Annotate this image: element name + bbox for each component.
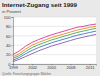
x-axis: 1999 2002 2005 2008 2011 [9, 64, 96, 70]
series-line [13, 31, 96, 60]
y-tick-label: 40 [6, 43, 11, 48]
y-tick-label: 100 [4, 15, 11, 20]
x-tick-label: 2005 [47, 65, 57, 70]
y-tick-mark [12, 45, 14, 46]
plot-background [13, 17, 96, 64]
lines [13, 24, 96, 62]
x-tick-label: 2002 [28, 65, 38, 70]
y-axis-line [12, 18, 14, 65]
y-axis: 020406080100 [4, 15, 14, 67]
x-tick: 2008 [67, 64, 77, 70]
y-tick-mark [12, 36, 14, 37]
x-tick: 2005 [47, 64, 57, 70]
grid-line [13, 17, 96, 18]
y-tick: 100 [4, 15, 13, 20]
y-tick-mark [12, 17, 14, 18]
y-tick: 80 [6, 24, 13, 29]
y-tick-label: 20 [6, 52, 11, 57]
y-tick-mark [12, 26, 14, 27]
x-tick-label: 1999 [9, 65, 19, 70]
y-tick: 20 [6, 52, 13, 57]
x-tick: 2002 [28, 64, 38, 70]
grid-line [13, 35, 96, 36]
title: Internet-Zugang seit 1999 [2, 1, 78, 8]
y-tick-label: 80 [6, 24, 11, 29]
y-tick: 60 [6, 34, 13, 39]
x-tick: 1999 [9, 64, 19, 70]
y-tick-label: 60 [6, 34, 11, 39]
source-note: Quelle: Forschungsgruppe Wahlen [2, 72, 51, 76]
y-tick-mark [12, 55, 14, 56]
subtitle: in Prozent [2, 9, 22, 14]
y-tick: 40 [6, 43, 13, 48]
x-tick-label: 2008 [67, 65, 77, 70]
x-tick: 2011 [86, 64, 95, 70]
series-line [13, 34, 96, 61]
x-tick-label: 2011 [86, 65, 95, 70]
chart: Internet-Zugang seit 1999in Prozent02040… [0, 0, 100, 76]
grid [13, 17, 96, 64]
